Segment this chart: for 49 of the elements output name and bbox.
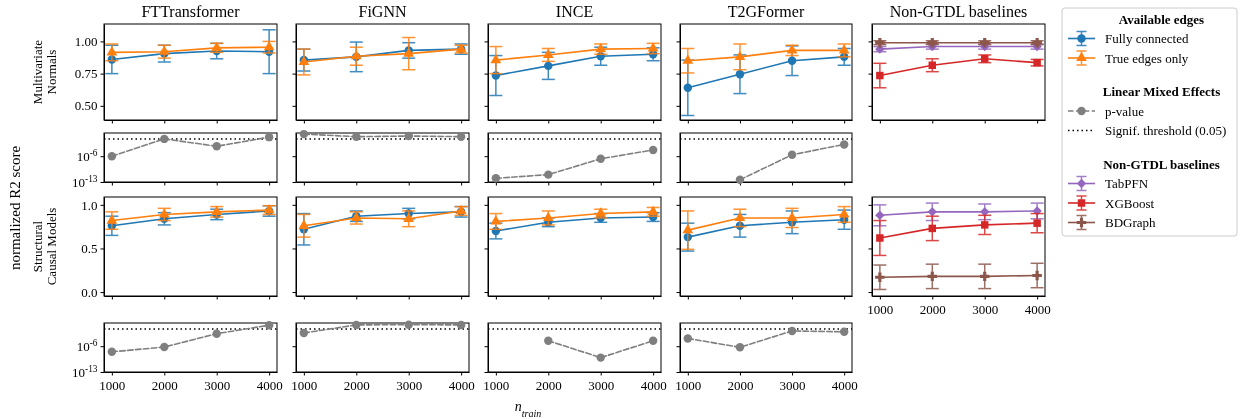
x-tick-label: 4000 (831, 378, 858, 394)
chart-title: INCE (555, 3, 594, 20)
chart-title: FiGNN (358, 3, 407, 20)
chart-title: Non-GTDL baselines (889, 3, 1028, 20)
legend-title: Non-GTDL baselines (1103, 156, 1220, 172)
legend-title: Linear Mixed Effects (1102, 84, 1221, 100)
y-tick-label: 1.0 (81, 197, 98, 213)
x-axis-title: n$_{train}$ (514, 399, 542, 419)
x-tick-label: 3000 (588, 378, 615, 394)
x-tick-label: 4000 (640, 378, 667, 394)
chart-title: FTTransformer (141, 3, 241, 20)
ref-line-label: Signif. threshold (0.05) (1105, 123, 1227, 139)
legend-label: XGBoost (1105, 195, 1155, 211)
y-axis-title: Structural Causal Models (29, 207, 59, 286)
x-tick-label: 4000 (448, 378, 475, 394)
legend-title: Available edges (1118, 11, 1205, 27)
x-tick-label: 2000 (919, 302, 946, 318)
x-tick-label: 3000 (396, 378, 423, 394)
x-tick-label: 2000 (343, 378, 370, 394)
legend-label: TabPFN (1105, 176, 1149, 192)
x-tick-label: 4000 (256, 378, 283, 394)
chart-title: T2GFormer (727, 3, 805, 20)
x-tick-label: 4000 (1024, 302, 1051, 318)
x-tick-label: 3000 (779, 378, 806, 394)
x-tick-label: 3000 (204, 378, 231, 394)
x-tick-label: 1000 (675, 378, 702, 394)
x-tick-label: 1000 (291, 378, 318, 394)
y-tick-label: 10$^{-13}$ (72, 363, 98, 380)
legend-label: BDGraph (1105, 215, 1157, 231)
text: normalized R2 score (7, 145, 24, 271)
x-tick-label: 2000 (727, 378, 754, 394)
x-tick-label: 3000 (972, 302, 999, 318)
y-tick-label: 10$^{-13}$ (72, 173, 98, 190)
x-tick-label: 2000 (535, 378, 562, 394)
x-tick-label: 2000 (151, 378, 178, 394)
x-tick-label: 1000 (99, 378, 126, 394)
y-tick-label: 0.50 (74, 98, 98, 114)
x-tick-label: 1000 (867, 302, 894, 318)
legend-label: Fully connected (1105, 31, 1189, 47)
x-tick-label: 1000 (483, 378, 510, 394)
y-axis-title: Multivariate Normals (29, 39, 59, 105)
y-tick-label: 0.0 (81, 284, 98, 300)
y-tick-label: 0.75 (74, 66, 98, 82)
y-tick-label: 1.00 (74, 34, 98, 50)
y-tick-label: 10$^{-6}$ (76, 337, 98, 354)
legend-label: True edges only (1105, 50, 1189, 66)
legend-label: p-value (1105, 103, 1145, 119)
y-tick-label: 10$^{-6}$ (76, 147, 98, 164)
y-tick-label: 0.5 (81, 241, 98, 257)
